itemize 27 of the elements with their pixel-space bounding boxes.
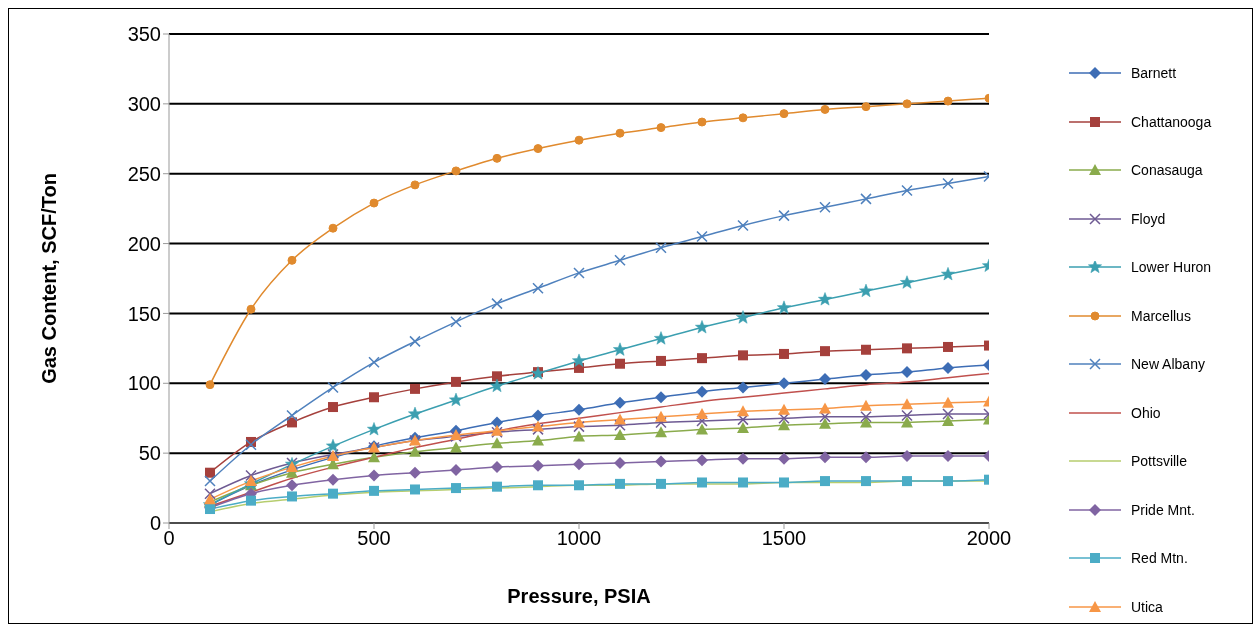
legend-label: Floyd <box>1131 210 1166 227</box>
legend-label: Pottsville <box>1131 453 1188 470</box>
x-tick-label: 500 <box>357 527 391 550</box>
legend-label: Barnett <box>1131 65 1177 82</box>
legend-label: Chattanooga <box>1131 113 1212 130</box>
legend-label: Ohio <box>1131 404 1161 421</box>
x-axis-title: Pressure, PSIA <box>507 585 651 607</box>
y-tick-label: 200 <box>127 232 161 255</box>
y-tick-label: 100 <box>127 372 161 395</box>
y-tick-label: 150 <box>127 302 161 325</box>
y-tick-label: 0 <box>149 512 161 535</box>
legend-label: New Albany <box>1131 356 1205 373</box>
x-tick-label: 1000 <box>556 527 602 550</box>
y-tick-label: 300 <box>127 92 161 115</box>
legend-label: Pride Mnt. <box>1131 501 1195 518</box>
y-tick-label: 250 <box>127 162 161 185</box>
legend-label: Marcellus <box>1131 307 1191 324</box>
x-tick-label: 0 <box>163 527 175 550</box>
legend-label: Red Mtn. <box>1131 550 1188 567</box>
y-tick-label: 350 <box>127 23 161 46</box>
x-tick-label: 1500 <box>761 527 807 550</box>
legend-label: Lower Huron <box>1131 259 1212 276</box>
legend-label: Utica <box>1131 598 1163 615</box>
legend-label: Conasauga <box>1131 162 1203 179</box>
x-tick-label: 2000 <box>966 527 1012 550</box>
y-tick-label: 50 <box>138 442 161 465</box>
y-axis-title: Gas Content, SCF/Ton <box>38 173 61 384</box>
